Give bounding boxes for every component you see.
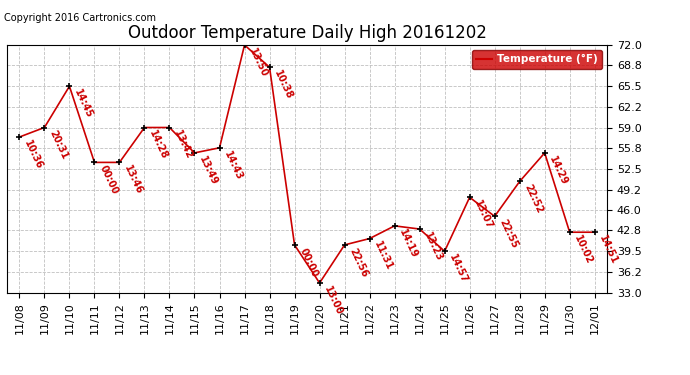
- Text: 22:55: 22:55: [497, 218, 520, 250]
- Text: 00:00: 00:00: [297, 246, 319, 279]
- Text: 13:49: 13:49: [197, 154, 219, 187]
- Text: 14:51: 14:51: [598, 234, 620, 266]
- Text: 11:31: 11:31: [373, 240, 395, 272]
- Text: 14:19: 14:19: [397, 227, 420, 260]
- Text: 10:38: 10:38: [273, 69, 295, 101]
- Text: 22:52: 22:52: [522, 183, 544, 215]
- Text: 13:00: 13:00: [322, 284, 344, 317]
- Text: 22:56: 22:56: [347, 246, 370, 279]
- Title: Outdoor Temperature Daily High 20161202: Outdoor Temperature Daily High 20161202: [128, 24, 486, 42]
- Text: Copyright 2016 Cartronics.com: Copyright 2016 Cartronics.com: [4, 13, 156, 23]
- Text: 14:45: 14:45: [72, 88, 95, 120]
- Text: 14:28: 14:28: [147, 129, 170, 161]
- Text: 20:31: 20:31: [47, 129, 70, 161]
- Text: 13:07: 13:07: [473, 199, 495, 231]
- Text: 14:57: 14:57: [447, 253, 470, 285]
- Text: 14:29: 14:29: [547, 154, 570, 187]
- Text: 10:36: 10:36: [22, 138, 44, 171]
- Legend: Temperature (°F): Temperature (°F): [472, 50, 602, 69]
- Text: 00:00: 00:00: [97, 164, 119, 196]
- Text: 13:23: 13:23: [422, 230, 444, 263]
- Text: 13:46: 13:46: [122, 164, 144, 196]
- Text: 14:43: 14:43: [222, 149, 244, 182]
- Text: 13:50: 13:50: [247, 46, 270, 79]
- Text: 13:42: 13:42: [172, 129, 195, 161]
- Text: 10:02: 10:02: [573, 234, 595, 266]
